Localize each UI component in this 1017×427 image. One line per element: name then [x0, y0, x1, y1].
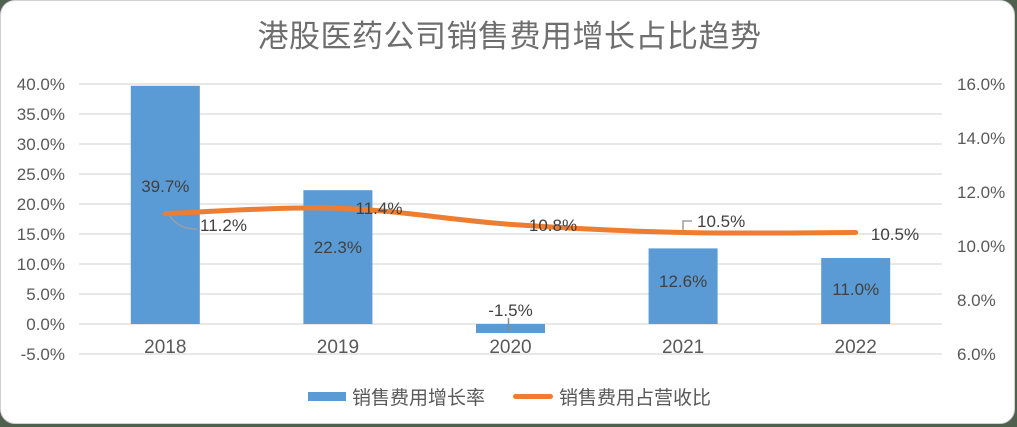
- bar-2022[interactable]: [821, 258, 891, 324]
- left-axis-tick-label: 35.0%: [17, 105, 65, 124]
- right-axis-tick-label: 6.0%: [957, 345, 996, 364]
- bar-2020[interactable]: [476, 324, 545, 333]
- chart-title: 港股医药公司销售费用增长占比趋势: [257, 19, 762, 54]
- left-axis-tick-label: 10.0%: [17, 255, 65, 274]
- left-axis-tick-label: 5.0%: [26, 285, 65, 304]
- legend: 销售费用增长率 销售费用占营收比: [1, 382, 1017, 410]
- left-axis-tick-label: -5.0%: [21, 345, 65, 364]
- right-axis-tick-label: 10.0%: [957, 237, 1005, 256]
- right-axis-tick-label: 14.0%: [957, 129, 1005, 148]
- bar-2018[interactable]: [130, 85, 200, 324]
- label-leader-line: [682, 220, 692, 230]
- bar-value-label: 39.7%: [141, 177, 189, 196]
- bar-2019[interactable]: [303, 190, 373, 324]
- line-value-label: 10.5%: [697, 212, 745, 231]
- legend-label-bar-series: 销售费用增长率: [351, 387, 485, 409]
- legend-item-bar-series[interactable]: 销售费用增长率: [307, 383, 485, 410]
- category-label: 2021: [662, 337, 704, 358]
- bar-value-label: 11.0%: [832, 280, 879, 299]
- bar-value-label: 12.6%: [659, 272, 707, 291]
- trend-line[interactable]: [162, 205, 859, 236]
- bar-value-label: 22.3%: [314, 238, 362, 257]
- line-swatch-icon: [513, 393, 553, 399]
- left-axis-tick-label: 25.0%: [17, 165, 65, 184]
- line-value-label: 10.8%: [529, 216, 577, 235]
- left-axis-tick-label: 30.0%: [17, 135, 65, 154]
- category-label: 2019: [317, 337, 359, 358]
- right-axis-tick-label: 12.0%: [957, 183, 1005, 202]
- left-axis-tick-label: 40.0%: [17, 75, 65, 94]
- left-axis-tick-label: 20.0%: [17, 195, 65, 214]
- legend-label-line-series: 销售费用占营收比: [559, 387, 712, 409]
- category-label: 2018: [144, 337, 186, 358]
- bar-value-label: -1.5%: [488, 301, 532, 320]
- category-label: 2022: [835, 337, 877, 358]
- label-leader-line: [169, 215, 198, 230]
- legend-item-line-series[interactable]: 销售费用占营收比: [513, 383, 711, 410]
- bar-2021[interactable]: [648, 248, 718, 324]
- line-value-label: 11.4%: [356, 199, 403, 218]
- category-label: 2020: [489, 337, 531, 358]
- line-value-label: 11.2%: [200, 216, 247, 235]
- line-value-label: 10.5%: [871, 225, 919, 244]
- left-axis-tick-label: 15.0%: [17, 225, 65, 244]
- right-axis-tick-label: 16.0%: [957, 75, 1005, 94]
- bar-swatch-icon: [307, 391, 346, 401]
- right-axis-tick-label: 8.0%: [957, 291, 996, 310]
- left-axis-tick-label: 0.0%: [26, 315, 65, 334]
